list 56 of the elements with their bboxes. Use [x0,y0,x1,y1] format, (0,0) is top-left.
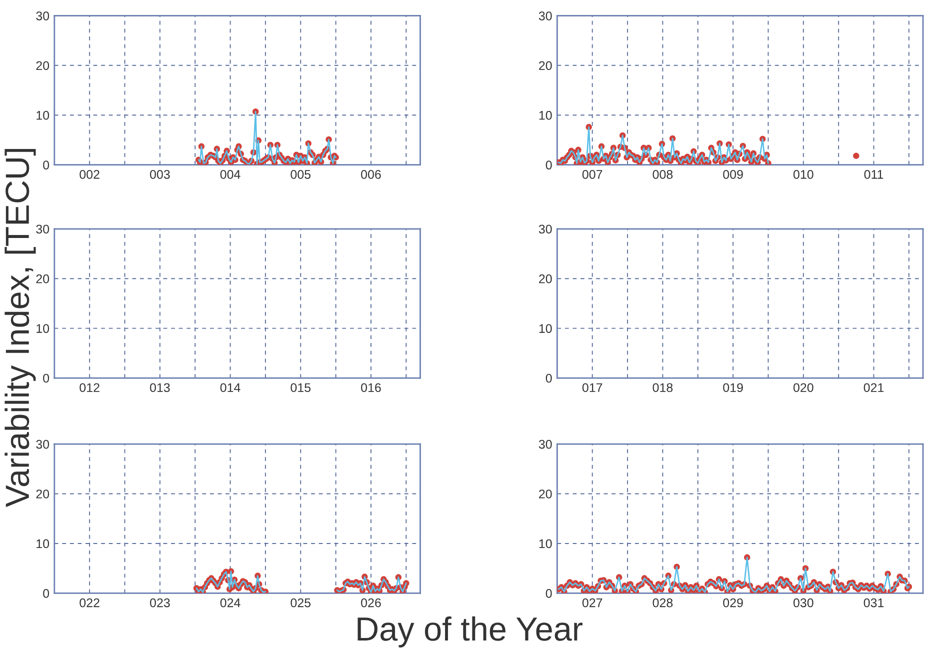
x-tick-label: 020 [793,383,814,392]
y-tick-label: 10 [36,324,50,333]
x-tick-label: 021 [864,383,884,392]
y-tick-label: 0 [43,160,50,170]
y-tick-label: 0 [43,588,50,598]
y-tick-label: 10 [539,539,552,548]
x-tick-label: 012 [80,383,100,392]
x-tick-label: 031 [864,598,884,608]
y-tick-label: 10 [36,110,50,120]
x-tick-label: 024 [220,598,240,608]
x-tick-label: 005 [290,170,311,179]
y-tick-label: 10 [539,324,552,333]
x-tick-label: 011 [864,170,884,179]
y-tick-label: 30 [36,11,50,20]
x-tick-label: 009 [723,170,743,179]
x-tick-label: 029 [723,598,743,608]
x-tick-label: 013 [150,383,170,392]
x-tick-label: 002 [80,170,100,179]
x-tick-label: 007 [582,170,602,179]
x-tick-label: 006 [361,170,381,179]
y-tick-label: 20 [36,490,50,498]
x-tick-label: 015 [290,383,311,392]
x-tick-label: 014 [220,383,240,392]
x-tick-label: 008 [652,170,673,179]
x-tick-label: 028 [652,598,673,608]
x-tick-label: 018 [652,383,673,392]
x-tick-label: 016 [361,383,381,392]
x-tick-label: 022 [80,598,100,608]
y-tick-label: 30 [538,224,552,234]
y-tick-label: 10 [539,110,552,120]
x-tick-label: 017 [582,383,602,392]
x-axis-title: Day of the Year [358,616,582,648]
x-tick-label: 010 [793,170,814,179]
x-tick-label: 003 [150,170,170,179]
x-tick-label: 026 [361,598,381,608]
y-tick-label: 0 [43,374,50,383]
x-tick-label: 025 [290,598,311,608]
y-tick-label: 20 [36,274,50,284]
y-tick-label: 20 [36,61,50,70]
y-tick-label: 20 [539,490,552,498]
y-tick-label: 30 [36,440,50,449]
x-tick-label: 030 [793,598,814,608]
x-tick-label: 019 [723,383,743,392]
y-tick-label: 10 [36,539,50,548]
y-tick-label: 30 [538,440,552,449]
x-tick-label: 004 [220,170,240,179]
y-axis-title: Variability Index, [TECU] [4,149,36,508]
y-tick-label: 0 [546,160,552,170]
x-tick-label: 023 [150,598,170,608]
x-tick-label: 027 [582,598,602,608]
y-tick-label: 30 [538,11,552,20]
y-tick-label: 30 [36,224,50,234]
y-tick-label: 0 [546,588,552,598]
y-tick-label: 0 [546,374,552,383]
y-tick-label: 20 [539,274,552,284]
y-tick-label: 20 [539,61,552,70]
